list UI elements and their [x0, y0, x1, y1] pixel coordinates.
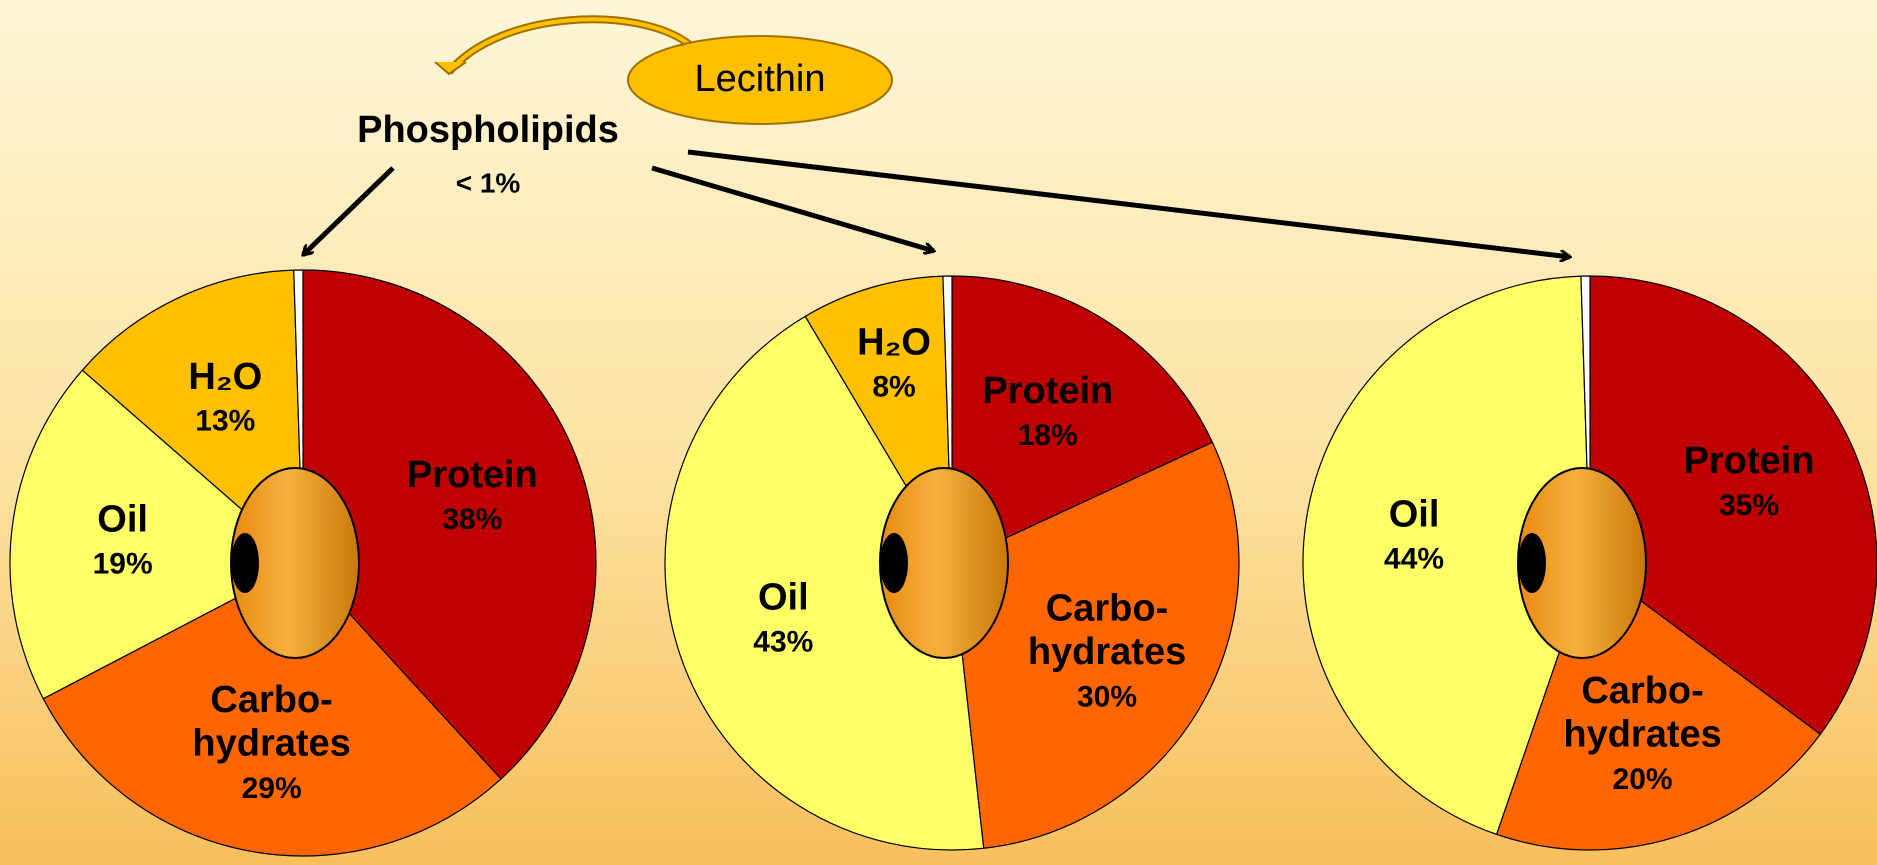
- slice-label: Carbo-hydrates: [192, 679, 350, 765]
- seed-hilum: [231, 533, 259, 593]
- slice-label: Carbo-hydrates: [1028, 587, 1186, 673]
- slice-value-label: 13%: [195, 405, 255, 438]
- slice-value-label: 43%: [753, 626, 813, 659]
- slide: Protein 38% Carbo-hydrates 29% Oil 19% H₂O 13% P…: [0, 0, 1877, 865]
- phospholipids-label: Phospholipids: [357, 109, 619, 151]
- slice-value-label: 29%: [242, 772, 302, 805]
- slice-value-label: 38%: [442, 503, 502, 536]
- slice-value-label: 44%: [1384, 542, 1444, 575]
- slice-value-label: 30%: [1077, 680, 1137, 713]
- slice-label: Oil: [97, 499, 148, 541]
- slice-label: Protein: [982, 370, 1113, 412]
- slice-label: Carbo-hydrates: [1563, 670, 1721, 756]
- seed-hilum: [880, 533, 908, 593]
- slice-value-label: 18%: [1018, 419, 1078, 452]
- slice-value-label: 8%: [872, 371, 915, 404]
- phospholipids-value: < 1%: [456, 167, 521, 198]
- slice-label: H₂O: [857, 322, 931, 364]
- slice-value-label: 35%: [1719, 489, 1779, 522]
- pies: Protein 38% Carbo-hydrates 29% Oil 19% H₂O 13% P…: [10, 270, 1877, 856]
- slice-label: Oil: [1389, 493, 1440, 535]
- seed-hilum: [1518, 533, 1546, 593]
- slice-value-label: 19%: [93, 547, 153, 580]
- lecithin-label: Lecithin: [695, 58, 826, 100]
- slice-label: Protein: [1684, 440, 1815, 482]
- slice-label: H₂O: [188, 356, 262, 398]
- slice-value-label: 20%: [1613, 763, 1673, 796]
- slice-label: Oil: [758, 577, 809, 619]
- slice-label: Protein: [407, 454, 538, 496]
